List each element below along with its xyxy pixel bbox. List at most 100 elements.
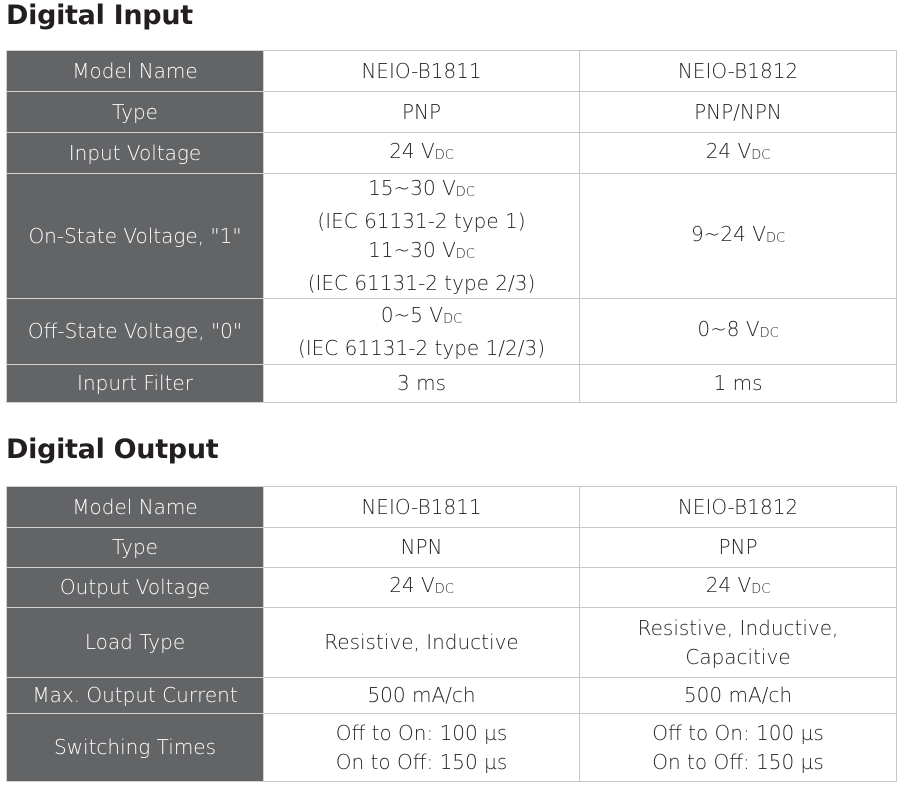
cell-neio-b1812: PNP xyxy=(579,527,897,568)
cell-text: Off to On: 100 µs xyxy=(652,720,824,745)
cell-neio-b1811: PNP xyxy=(263,91,580,133)
cell-line: On to Off: 150 µs xyxy=(268,748,575,777)
cell-neio-b1811: 24 VDC xyxy=(263,567,580,608)
cell-text: NEIO-B1811 xyxy=(361,58,482,83)
unit-subscript: DC xyxy=(434,147,454,163)
cell-neio-b1812: 500 mA/ch xyxy=(579,677,897,714)
unit-subscript: DC xyxy=(434,582,454,597)
cell-neio-b1811: 15~30 VDC (IEC 61131-2 type 1) 11~30 VDC (I… xyxy=(263,173,580,299)
cell-line: NEIO-B1812 xyxy=(584,493,892,522)
cell-line: PNP xyxy=(584,533,892,562)
cell-neio-b1812: 9~24 VDC xyxy=(579,173,897,299)
cell-line: 24 VDC xyxy=(584,137,892,170)
cell-line: Resistive, Inductive xyxy=(268,628,575,657)
cell-text: NPN xyxy=(400,535,443,559)
table-row: Input Voltage 24 VDC 24 VDC xyxy=(6,132,897,174)
cell-line: NEIO-B1811 xyxy=(268,493,575,522)
cell-text: 500 mA/ch xyxy=(683,683,793,707)
cell-neio-b1811: NEIO-B1811 xyxy=(263,486,580,528)
cell-text: PNP xyxy=(718,535,758,559)
row-label: Output Voltage xyxy=(6,567,264,608)
row-label: Type xyxy=(6,91,264,133)
cell-line: PNP xyxy=(268,98,575,127)
unit-subscript: DC xyxy=(443,311,463,327)
cell-text: PNP/NPN xyxy=(694,99,782,124)
cell-line: On to Off: 150 µs xyxy=(584,748,892,777)
cell-line: 24 VDC xyxy=(268,571,575,604)
digital-output-table: Model Name NEIO-B1811 NEIO-B1812 Type NPN PNP… xyxy=(6,486,897,782)
cell-neio-b1812: PNP/NPN xyxy=(579,91,897,133)
cell-text: Capacitive xyxy=(685,644,791,669)
cell-line: 0~8 VDC xyxy=(584,315,892,348)
table-row: Model Name NEIO-B1811 NEIO-B1812 xyxy=(6,50,897,92)
row-label: Load Type xyxy=(6,607,264,678)
row-label: Inpurt Filter xyxy=(6,364,264,403)
unit-subscript: DC xyxy=(455,247,475,262)
unit-subscript: DC xyxy=(751,582,771,597)
row-label: Model Name xyxy=(6,50,264,92)
cell-line: 0~5 VDC xyxy=(268,301,575,334)
cell-line: 24 VDC xyxy=(584,571,892,604)
cell-text: 24 V xyxy=(705,573,752,597)
table-row: Output Voltage 24 VDC 24 VDC xyxy=(6,567,897,608)
cell-text: Resistive, Inductive xyxy=(324,630,519,654)
digital-input-heading: Digital Input xyxy=(6,0,193,31)
table-row: Load Type Resistive, Inductive Resistive, … xyxy=(6,607,897,678)
unit-subscript: DC xyxy=(751,147,771,163)
cell-line: Off to On: 100 µs xyxy=(584,719,892,748)
cell-text: 11~30 V xyxy=(368,238,456,262)
cell-line: 500 mA/ch xyxy=(268,681,575,710)
cell-text: (IEC 61131-2 type 1/2/3) xyxy=(297,335,546,360)
cell-neio-b1812: 1 ms xyxy=(579,364,897,403)
cell-line: 9~24 VDC xyxy=(584,220,892,253)
cell-text: On to Off: 150 µs xyxy=(335,749,508,774)
cell-line: Capacitive xyxy=(584,643,892,672)
row-label: Switching Times xyxy=(6,713,264,782)
cell-text: Resistive, Inductive, xyxy=(637,615,839,640)
cell-line: 1 ms xyxy=(584,369,892,398)
cell-text: 0~5 V xyxy=(380,302,444,327)
table-row: Switching Times Off to On: 100 µs On to Of… xyxy=(6,713,897,782)
cell-line: 500 mA/ch xyxy=(584,681,892,710)
cell-neio-b1811: NEIO-B1811 xyxy=(263,50,580,92)
digital-output-heading: Digital Output xyxy=(6,434,219,465)
row-label: Off-State Voltage, "0" xyxy=(6,298,264,365)
cell-line: NEIO-B1811 xyxy=(268,57,575,86)
cell-text: 0~8 V xyxy=(697,317,760,341)
table-row: Max. Output Current 500 mA/ch 500 mA/ch xyxy=(6,677,897,714)
row-label: On-State Voltage, "1" xyxy=(6,173,264,299)
cell-text: NEIO-B1812 xyxy=(677,58,799,83)
cell-line: (IEC 61131-2 type 1/2/3) xyxy=(268,334,575,363)
cell-text: PNP xyxy=(401,99,442,124)
cell-neio-b1812: 24 VDC xyxy=(579,567,897,608)
cell-neio-b1811: 3 ms xyxy=(263,364,580,403)
table-row: On-State Voltage, "1" 15~30 VDC (IEC 61131… xyxy=(6,173,897,299)
cell-line: (IEC 61131-2 type 2/3) xyxy=(268,269,575,298)
cell-text: NEIO-B1812 xyxy=(677,494,799,519)
unit-subscript: DC xyxy=(455,185,475,200)
cell-text: 24 V xyxy=(705,138,752,163)
cell-text: 1 ms xyxy=(713,371,763,395)
row-label: Max. Output Current xyxy=(6,677,264,714)
cell-line: PNP/NPN xyxy=(584,98,892,127)
cell-line: 24 VDC xyxy=(268,137,575,170)
cell-line: 11~30 VDC xyxy=(268,236,575,269)
cell-text: NEIO-B1811 xyxy=(361,494,482,519)
cell-neio-b1812: Off to On: 100 µs On to Off: 150 µs xyxy=(579,713,897,782)
row-label: Type xyxy=(6,527,264,568)
table-row: Type PNP PNP/NPN xyxy=(6,91,897,133)
cell-neio-b1811: 500 mA/ch xyxy=(263,677,580,714)
cell-text: 9~24 V xyxy=(690,221,766,246)
cell-line: NEIO-B1812 xyxy=(584,57,892,86)
unit-subscript: DC xyxy=(759,326,779,341)
cell-line: NPN xyxy=(268,533,575,562)
cell-text: 500 mA/ch xyxy=(367,683,476,707)
cell-line: Resistive, Inductive, xyxy=(584,614,892,643)
table-row: Off-State Voltage, "0" 0~5 VDC (IEC 61131-… xyxy=(6,298,897,365)
row-label: Input Voltage xyxy=(6,132,264,174)
cell-text: 3 ms xyxy=(397,371,446,395)
cell-neio-b1811: NPN xyxy=(263,527,580,568)
cell-text: 24 V xyxy=(389,138,435,163)
cell-text: On to Off: 150 µs xyxy=(652,749,824,774)
cell-text: (IEC 61131-2 type 2/3) xyxy=(307,271,536,295)
